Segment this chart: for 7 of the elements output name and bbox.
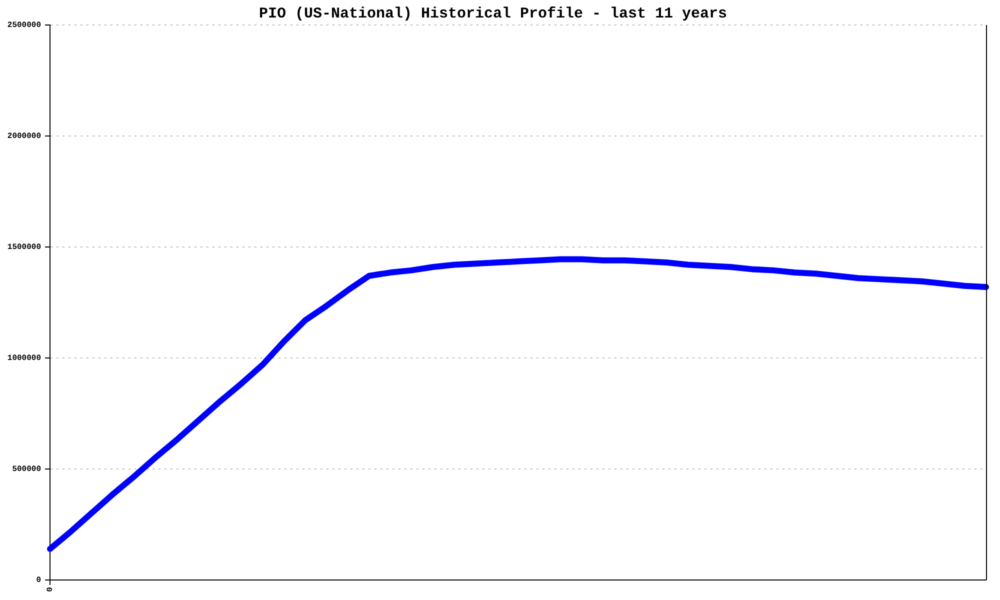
y-tick-label: 1000000 [7,354,42,364]
chart-title: PIO (US-National) Historical Profile - last 11 years [258,5,728,22]
y-tick-label: 0 [36,576,42,586]
y-tick-label: 2500000 [7,21,42,30]
y-tick-label: 1500000 [7,243,42,252]
y-tick-label: 2000000 [7,132,42,142]
y-tick-label: 500000 [12,465,42,474]
